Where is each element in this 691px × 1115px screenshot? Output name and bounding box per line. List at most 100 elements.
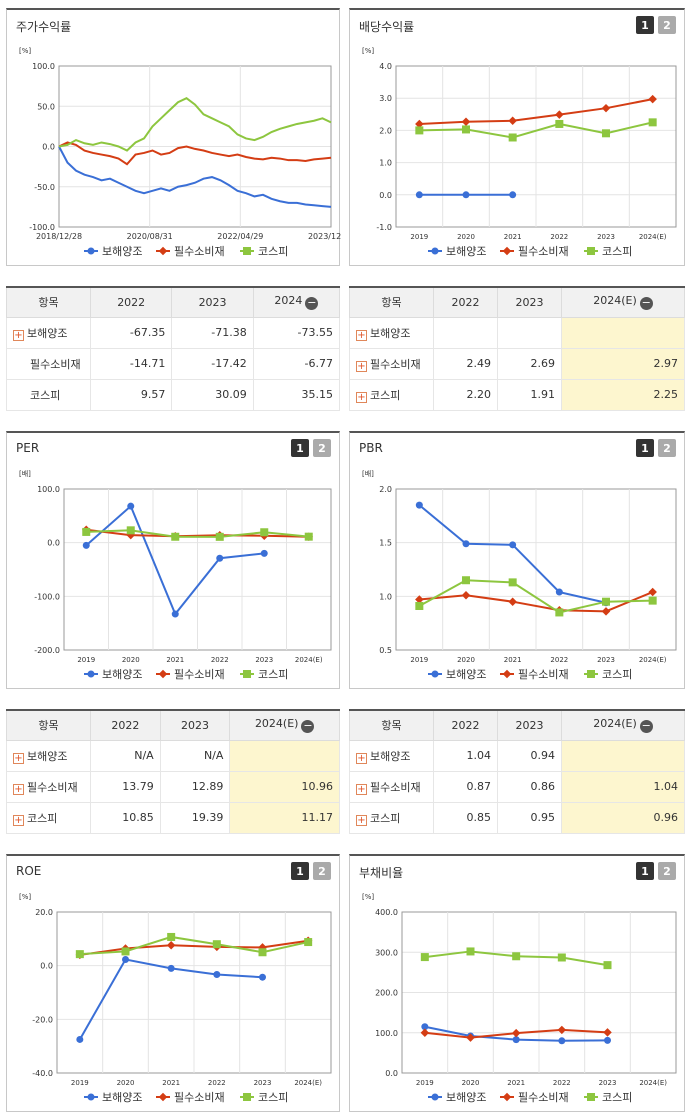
- collapse-icon[interactable]: −: [639, 296, 653, 311]
- column-header: 2024−: [252, 287, 341, 318]
- expand-icon[interactable]: +: [13, 752, 24, 764]
- tab-2-button[interactable]: 2: [658, 439, 676, 457]
- row-label-text: 코스피: [370, 388, 401, 402]
- expand-icon[interactable]: +: [356, 360, 367, 372]
- pbr-table: 항목 2022 2023 2024(E) − + 보해양조 1.04 0.94 + 필수소비재 0.8…: [349, 709, 685, 834]
- series-line: [79, 939, 309, 956]
- collapse-icon[interactable]: −: [305, 296, 319, 311]
- data-point: [511, 1028, 521, 1038]
- legend-label: 코스피: [602, 1091, 632, 1104]
- debt-ratio-panel: 부채비율 1 2 [%] 400.0 300.0 200.0 100.0 0.0 2019 2…: [349, 854, 685, 1112]
- x-tick-label: 2021: [504, 656, 522, 664]
- data-point: [167, 964, 175, 972]
- column-header-label: 2024(E): [593, 294, 637, 308]
- roe-panel: ROE 1 2 [%] 20.0 0.0 -20.0 -40.0 2019 2020 2021…: [6, 854, 340, 1112]
- expand-icon[interactable]: +: [13, 783, 24, 795]
- x-tick-label: 2024(E): [294, 1079, 322, 1087]
- data-point: [603, 1028, 612, 1037]
- data-point: [601, 607, 611, 616]
- tab-1-button[interactable]: 1: [636, 439, 654, 457]
- panel-title: 주가수익률: [16, 20, 72, 34]
- expand-icon[interactable]: +: [356, 329, 367, 341]
- column-header-label: 2022: [117, 295, 146, 309]
- row-label: + 코스피: [349, 378, 434, 411]
- tab-1-button[interactable]: 1: [291, 439, 309, 457]
- y-tick-label: 0.0: [47, 539, 60, 548]
- period-toggle: 1 2: [291, 862, 331, 880]
- data-point: [509, 191, 517, 199]
- y-tick-label: -40.0: [32, 1069, 53, 1078]
- data-point: [415, 601, 424, 610]
- legend-marker: [587, 670, 595, 678]
- tab-2-button[interactable]: 2: [658, 16, 676, 34]
- data-point: [462, 540, 470, 548]
- data-point: [167, 932, 176, 941]
- series-line: [85, 504, 265, 616]
- table-cell: 10.85: [90, 801, 161, 834]
- data-point: [304, 938, 313, 947]
- data-point: [555, 588, 563, 596]
- data-point: [304, 532, 313, 541]
- per-table: 항목 2022 2023 2024(E) − + 보해양조 N/A N/A + 필수소비재 13.79…: [6, 709, 340, 834]
- expand-icon[interactable]: +: [356, 814, 367, 826]
- tab-2-button[interactable]: 2: [313, 439, 331, 457]
- collapse-icon[interactable]: −: [639, 719, 653, 734]
- table-cell: 0.96: [561, 801, 685, 834]
- expand-icon[interactable]: +: [13, 814, 24, 826]
- tab-2-button[interactable]: 2: [658, 862, 676, 880]
- y-tick-label: 4.0: [379, 62, 392, 71]
- y-unit-label: [%]: [19, 47, 31, 55]
- expand-icon[interactable]: +: [356, 391, 367, 403]
- x-tick-label: 2020: [122, 656, 140, 664]
- expand-icon[interactable]: +: [13, 329, 24, 341]
- table-cell: [433, 316, 498, 349]
- table-row: + 코스피 10.85 19.39 11.17: [6, 801, 340, 834]
- tab-1-button[interactable]: 1: [636, 16, 654, 34]
- data-point: [121, 947, 130, 956]
- legend-marker: [87, 670, 95, 678]
- y-tick-label: -50.0: [34, 183, 55, 192]
- stock-return-table: 항목 2022 2023 2024− + 보해양조 -67.35 -71.38 -73.55 필수…: [6, 286, 341, 411]
- data-point: [555, 110, 564, 119]
- y-unit-label: [%]: [362, 47, 374, 55]
- data-point: [462, 576, 470, 585]
- data-point: [122, 955, 129, 963]
- x-tick-label: 2024(E): [639, 233, 667, 241]
- row-label: + 보해양조: [349, 739, 434, 772]
- y-tick-label: 100.0: [32, 62, 55, 71]
- row-label: 코스피: [6, 378, 91, 411]
- dividend-table: 항목 2022 2023 2024(E) − + 보해양조 + 필수소비재 2.49 2.69 2.9…: [349, 286, 685, 411]
- table-cell: 2.97: [561, 347, 685, 380]
- expand-icon[interactable]: +: [356, 783, 367, 795]
- data-point: [258, 948, 267, 957]
- expand-icon[interactable]: +: [356, 752, 367, 764]
- legend-label: 보해양조: [102, 1090, 142, 1104]
- tab-1-button[interactable]: 1: [636, 862, 654, 880]
- tab-2-button[interactable]: 2: [313, 862, 331, 880]
- x-tick-label: 2019: [416, 1079, 434, 1087]
- column-header-label: 2022: [451, 295, 480, 309]
- data-point: [508, 578, 517, 587]
- legend-marker: [87, 247, 95, 255]
- data-point: [212, 940, 221, 949]
- legend-label: 코스피: [258, 245, 288, 258]
- x-tick-label: 2024(E): [639, 656, 667, 664]
- legend-label: 코스피: [602, 245, 632, 258]
- table-row: + 보해양조 -67.35 -71.38 -73.55: [6, 316, 341, 349]
- x-tick-label: 2020: [457, 656, 475, 664]
- tab-1-button[interactable]: 1: [291, 862, 309, 880]
- x-tick-label: 2022: [550, 656, 568, 664]
- y-tick-label: 1.5: [379, 539, 392, 548]
- y-tick-label: -1.0: [376, 223, 392, 232]
- legend-marker: [243, 247, 251, 255]
- data-point: [555, 119, 564, 128]
- pbr-chart: [배] 2.0 1.5 1.0 0.5 2019 2020 2021 2022 2023 2024(…: [362, 469, 677, 681]
- period-toggle: 1 2: [636, 16, 676, 34]
- table-cell: -67.35: [89, 316, 173, 349]
- x-tick-label: 2024(E): [639, 1079, 667, 1087]
- x-tick-label: 2022: [208, 1079, 226, 1087]
- collapse-icon[interactable]: −: [301, 719, 315, 734]
- row-label: + 필수소비재: [349, 347, 434, 380]
- y-tick-label: 400.0: [375, 908, 398, 917]
